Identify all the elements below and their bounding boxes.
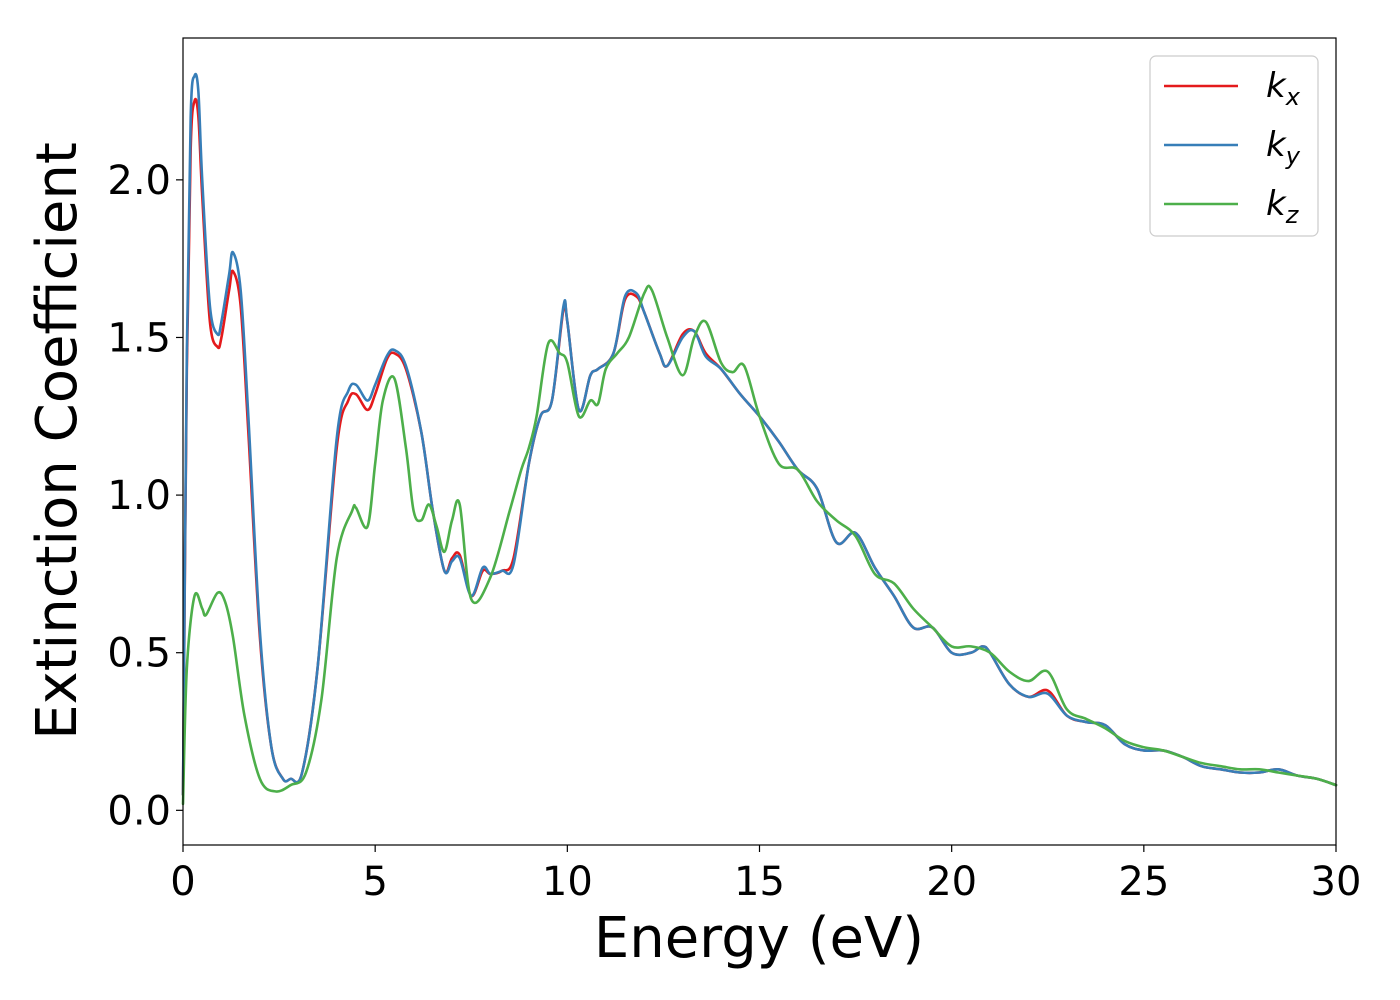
x-tick-label: 30	[1311, 859, 1362, 905]
y-tick-label: 1.5	[107, 315, 171, 361]
y-tick-label: 0.0	[107, 788, 171, 834]
legend-label-ky: ky	[1266, 125, 1301, 170]
x-tick-label: 10	[542, 859, 593, 905]
y-axis-ticks: 0.0 0.5 1.0 1.5 2.0	[107, 158, 183, 834]
x-axis-ticks: 0 5 10 15 20 25 30	[170, 845, 1361, 905]
x-axis-title: Energy (eV)	[594, 906, 924, 971]
legend: kx ky kz	[1149, 55, 1319, 237]
y-tick-label: 2.0	[107, 158, 171, 204]
x-tick-label: 25	[1118, 859, 1169, 905]
plot-lines	[181, 72, 1338, 806]
x-tick-label: 20	[926, 859, 977, 905]
y-tick-label: 0.5	[107, 631, 171, 677]
series-line-ky	[181, 72, 1338, 796]
y-tick-label: 1.0	[107, 473, 171, 519]
x-tick-label: 0	[170, 859, 195, 905]
x-tick-label: 5	[362, 859, 387, 905]
legend-label-kx: kx	[1266, 66, 1301, 111]
x-tick-label: 15	[734, 859, 785, 905]
series-line-kz	[181, 284, 1338, 806]
legend-label-kz: kz	[1266, 184, 1300, 229]
y-axis-title: Extinction Coefficient	[25, 142, 90, 740]
